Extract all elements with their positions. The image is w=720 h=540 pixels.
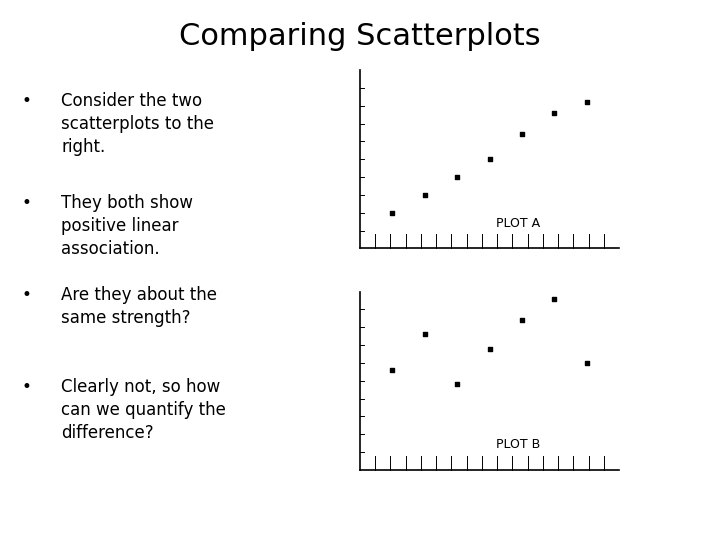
Point	[581, 359, 593, 367]
Text: •: •	[22, 92, 32, 110]
Point	[581, 98, 593, 106]
Point	[419, 330, 431, 339]
Text: •: •	[22, 286, 32, 304]
Text: Clearly not, so how
can we quantify the
difference?: Clearly not, so how can we quantify the …	[61, 378, 226, 442]
Point	[549, 109, 560, 117]
Point	[516, 130, 528, 139]
Text: Comparing Scatterplots: Comparing Scatterplots	[179, 22, 541, 51]
Point	[484, 345, 495, 353]
Text: •: •	[22, 194, 32, 212]
Point	[516, 316, 528, 325]
Point	[387, 366, 398, 374]
Text: PLOT A: PLOT A	[496, 217, 540, 230]
Text: •: •	[22, 378, 32, 396]
Text: Consider the two
scatterplots to the
right.: Consider the two scatterplots to the rig…	[61, 92, 215, 156]
Text: PLOT B: PLOT B	[496, 438, 540, 451]
Point	[451, 173, 463, 181]
Text: Are they about the
same strength?: Are they about the same strength?	[61, 286, 217, 327]
Point	[451, 380, 463, 389]
Point	[549, 294, 560, 303]
Text: They both show
positive linear
association.: They both show positive linear associati…	[61, 194, 193, 258]
Point	[387, 208, 398, 217]
Point	[419, 191, 431, 199]
Point	[484, 155, 495, 164]
